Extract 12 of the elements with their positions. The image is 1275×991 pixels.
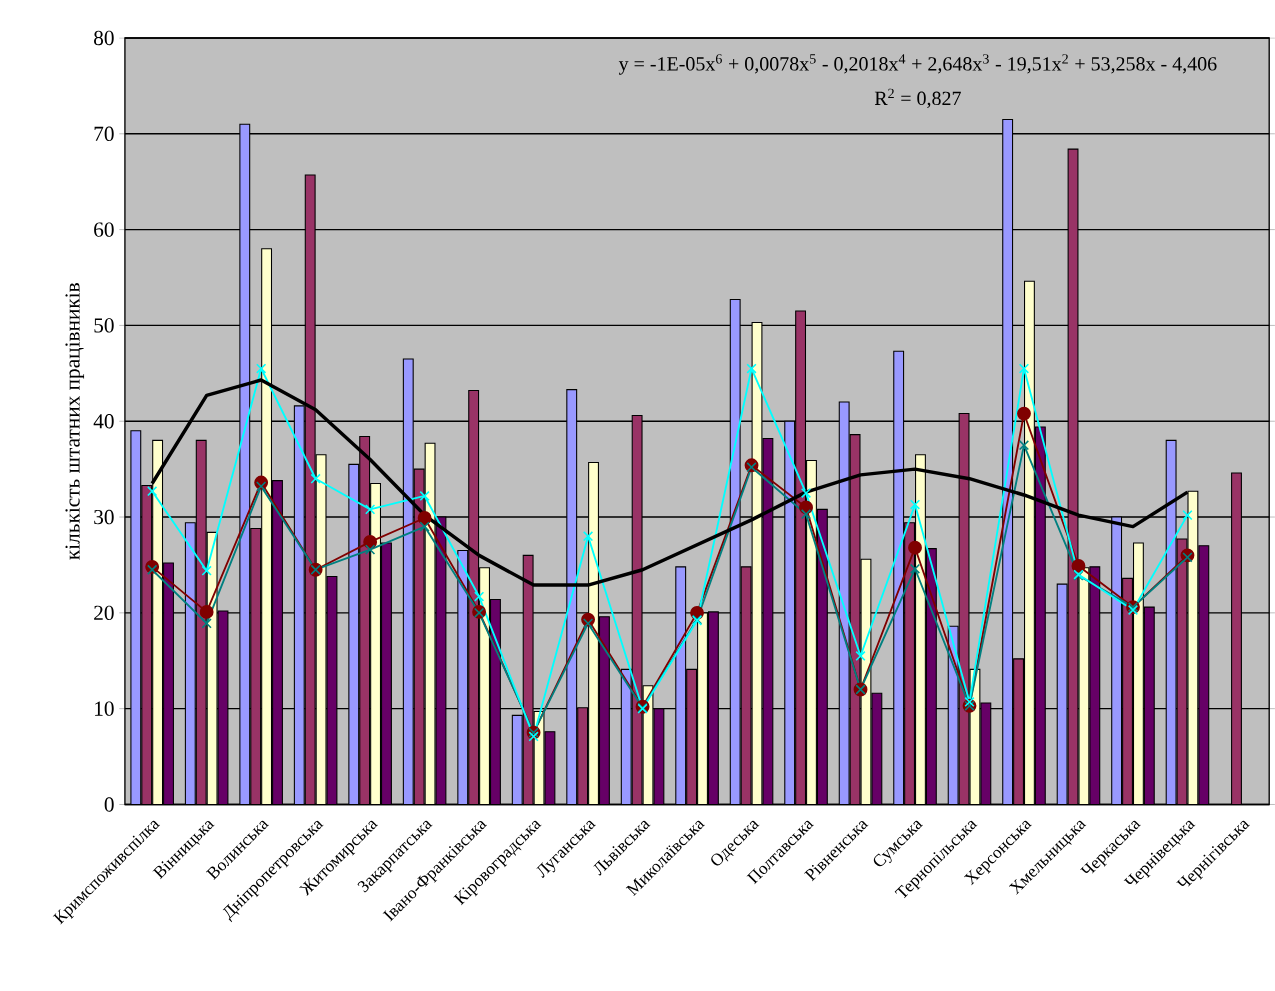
y-tick-label: 80 [94,30,114,45]
text: y = -1E-05x$^{6}$ + 0,0078x$^{5}$ - 0,2018x$^{4}$ + 2,648x$^{3}$ - 19,51x$^{2}$ + 53,258x - 4,406 [618,54,1217,75]
y-tick-label: 50 [94,318,114,333]
y-tick-label: 70 [94,126,114,141]
y-tick-label: 30 [94,509,114,525]
y-tick-label: 20 [94,605,114,620]
y-tick-label: 60 [94,222,114,237]
y-tick-label: 10 [95,701,114,716]
y-tick-label: 40 [93,413,114,429]
y-axis-title: кількість штатних працівників [65,282,85,560]
y-tick-label: 0 [104,797,114,812]
annotation: R$^{2}$ = 0,827 [874,88,961,108]
